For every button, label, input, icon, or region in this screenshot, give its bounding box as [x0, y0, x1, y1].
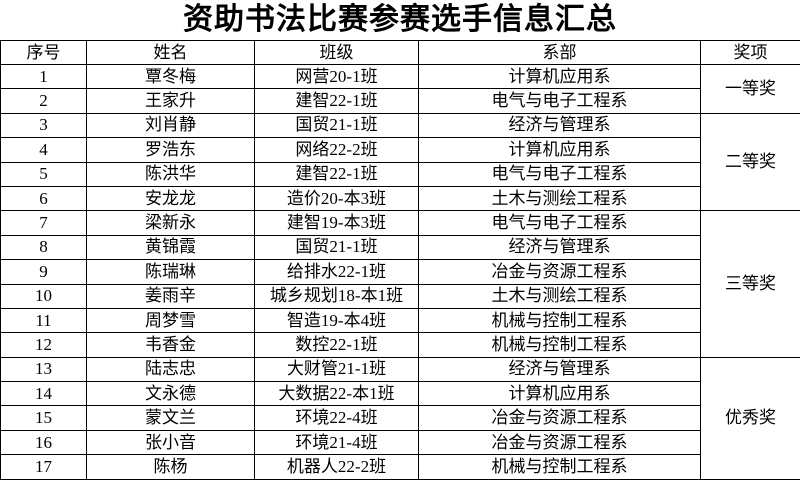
cell-dept: 计算机应用系	[419, 382, 701, 406]
cell-no: 8	[1, 235, 87, 259]
cell-name: 陈杨	[87, 455, 255, 479]
cell-no: 14	[1, 382, 87, 406]
cell-dept: 电气与电子工程系	[419, 89, 701, 113]
cell-dept: 机械与控制工程系	[419, 455, 701, 479]
cell-no: 10	[1, 284, 87, 308]
cell-class: 数控22-1班	[255, 333, 419, 357]
page-title: 资助书法比赛参赛选手信息汇总	[0, 0, 800, 40]
cell-class: 网络22-2班	[255, 138, 419, 162]
cell-class: 建智22-1班	[255, 162, 419, 186]
cell-class: 建智22-1班	[255, 89, 419, 113]
cell-dept: 经济与管理系	[419, 235, 701, 259]
cell-no: 4	[1, 138, 87, 162]
cell-class: 城乡规划18-本1班	[255, 284, 419, 308]
cell-name: 陈瑞琳	[87, 260, 255, 284]
cell-class: 环境21-4班	[255, 430, 419, 454]
cell-no: 16	[1, 430, 87, 454]
cell-name: 陆志忠	[87, 357, 255, 381]
cell-class: 国贸21-1班	[255, 235, 419, 259]
cell-name: 韦香金	[87, 333, 255, 357]
cell-no: 17	[1, 455, 87, 479]
cell-name: 张小音	[87, 430, 255, 454]
cell-name: 黄锦霞	[87, 235, 255, 259]
cell-name: 陈洪华	[87, 162, 255, 186]
cell-dept: 电气与电子工程系	[419, 211, 701, 235]
cell-name: 王家升	[87, 89, 255, 113]
cell-dept: 经济与管理系	[419, 113, 701, 137]
cell-class: 网营20-1班	[255, 65, 419, 89]
cell-name: 姜雨辛	[87, 284, 255, 308]
cell-dept: 计算机应用系	[419, 65, 701, 89]
cell-dept: 经济与管理系	[419, 357, 701, 381]
cell-name: 蒙文兰	[87, 406, 255, 430]
header-award: 奖项	[701, 41, 800, 65]
cell-award: 优秀奖	[701, 357, 800, 479]
cell-award: 一等奖	[701, 65, 800, 114]
cell-no: 2	[1, 89, 87, 113]
cell-no: 11	[1, 308, 87, 332]
cell-no: 9	[1, 260, 87, 284]
cell-no: 3	[1, 113, 87, 137]
cell-class: 大数据22-本1班	[255, 382, 419, 406]
header-no: 序号	[1, 41, 87, 65]
cell-name: 罗浩东	[87, 138, 255, 162]
cell-no: 5	[1, 162, 87, 186]
cell-class: 建智19-本3班	[255, 211, 419, 235]
cell-dept: 冶金与资源工程系	[419, 430, 701, 454]
cell-class: 环境22-4班	[255, 406, 419, 430]
cell-name: 覃冬梅	[87, 65, 255, 89]
cell-dept: 土木与测绘工程系	[419, 186, 701, 210]
cell-class: 给排水22-1班	[255, 260, 419, 284]
cell-no: 13	[1, 357, 87, 381]
cell-class: 机器人22-2班	[255, 455, 419, 479]
cell-name: 安龙龙	[87, 186, 255, 210]
cell-dept: 土木与测绘工程系	[419, 284, 701, 308]
cell-class: 大财管21-1班	[255, 357, 419, 381]
cell-award: 三等奖	[701, 211, 800, 357]
cell-dept: 机械与控制工程系	[419, 333, 701, 357]
cell-name: 刘肖静	[87, 113, 255, 137]
header-row: 序号 姓名 班级 系部 奖项	[1, 41, 800, 65]
cell-award: 二等奖	[701, 113, 800, 211]
cell-name: 文永德	[87, 382, 255, 406]
cell-dept: 冶金与资源工程系	[419, 406, 701, 430]
cell-no: 15	[1, 406, 87, 430]
cell-dept: 计算机应用系	[419, 138, 701, 162]
cell-no: 12	[1, 333, 87, 357]
cell-dept: 机械与控制工程系	[419, 308, 701, 332]
cell-no: 6	[1, 186, 87, 210]
cell-class: 国贸21-1班	[255, 113, 419, 137]
cell-dept: 冶金与资源工程系	[419, 260, 701, 284]
header-dept: 系部	[419, 41, 701, 65]
cell-class: 智造19-本4班	[255, 308, 419, 332]
header-class: 班级	[255, 41, 419, 65]
cell-name: 周梦雪	[87, 308, 255, 332]
cell-no: 7	[1, 211, 87, 235]
cell-class: 造价20-本3班	[255, 186, 419, 210]
cell-name: 梁新永	[87, 211, 255, 235]
cell-no: 1	[1, 65, 87, 89]
header-name: 姓名	[87, 41, 255, 65]
cell-dept: 电气与电子工程系	[419, 162, 701, 186]
